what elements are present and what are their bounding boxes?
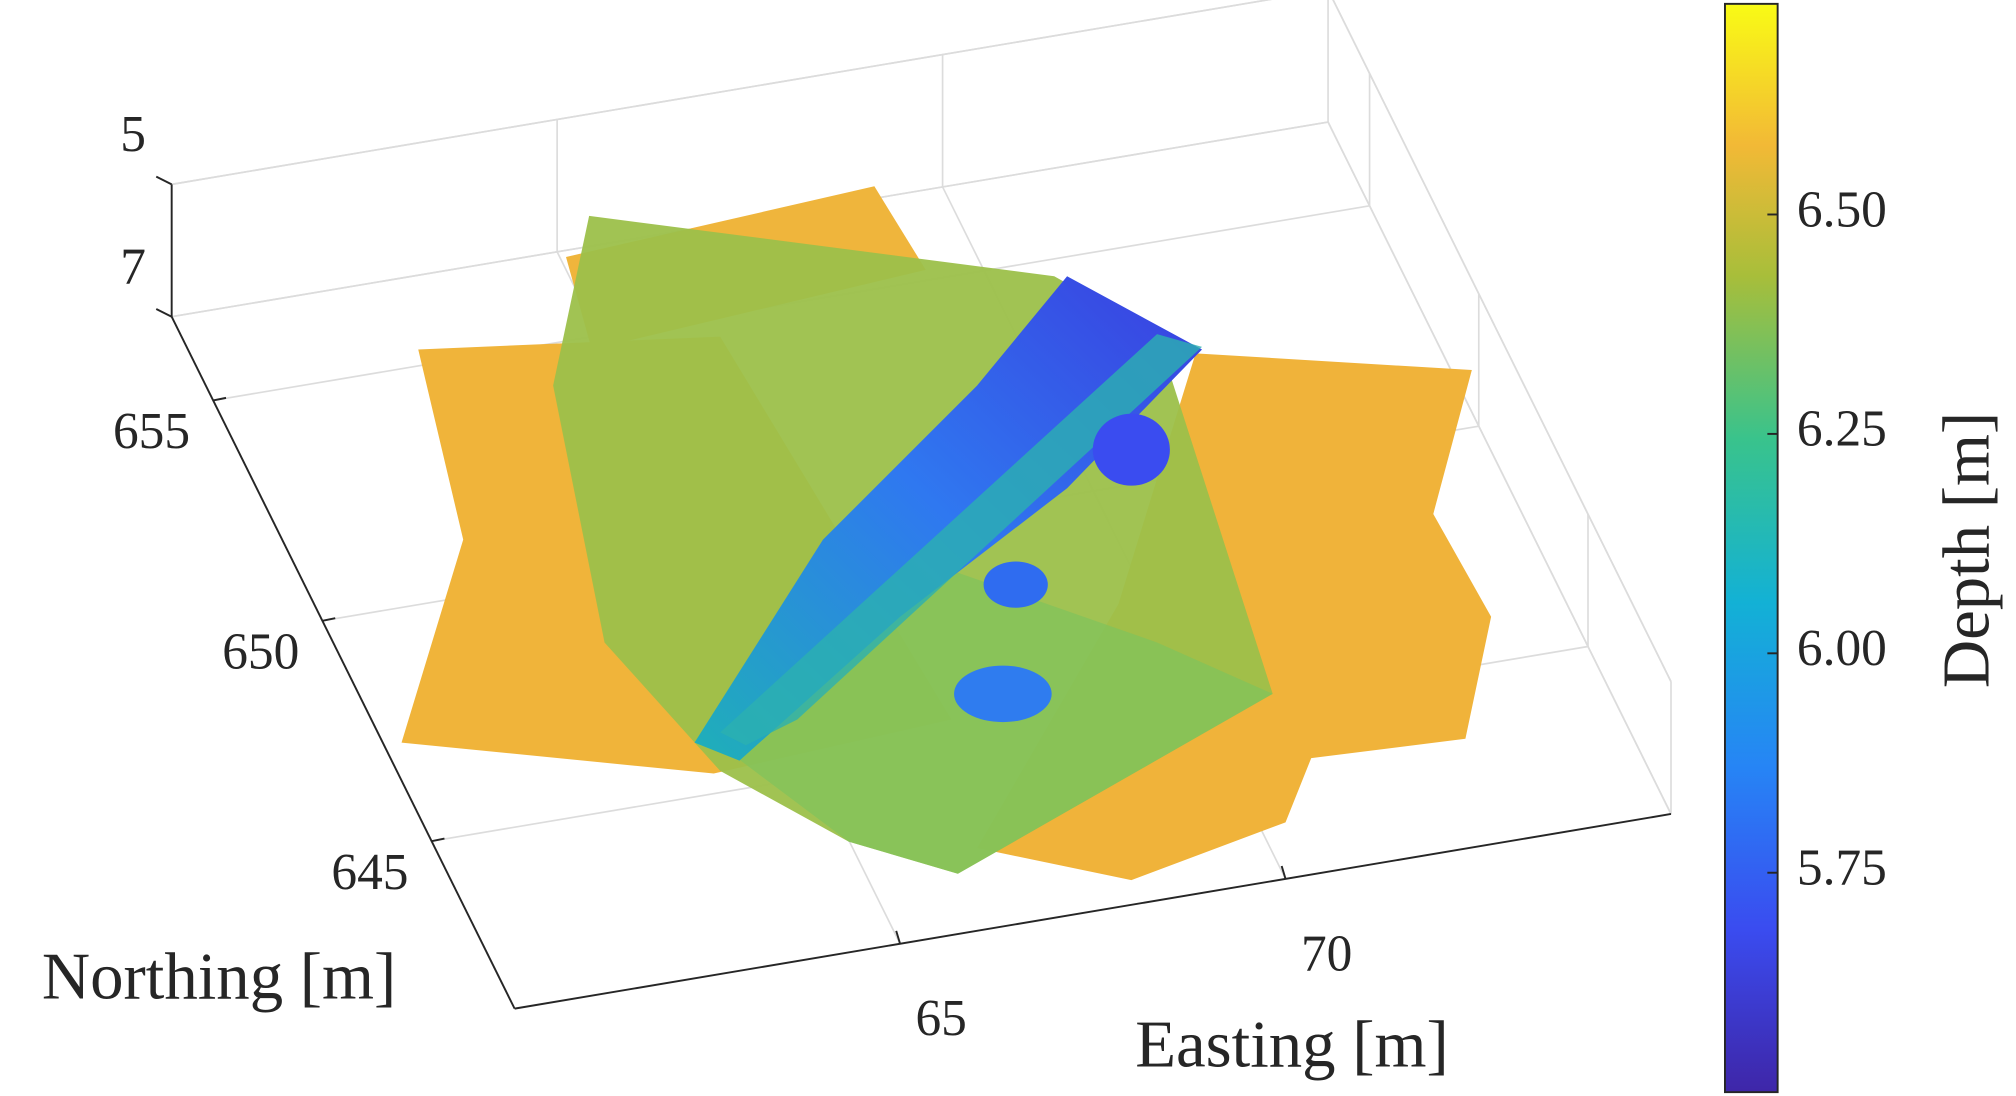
y-tick-label: 650 <box>222 624 299 681</box>
box-edge <box>171 0 1272 186</box>
grid-line <box>171 0 1272 186</box>
y-tick <box>322 617 336 622</box>
colorbar-tick-label: 6.00 <box>1797 620 1887 677</box>
z-tick-label: 7 <box>120 239 146 296</box>
blue-blob <box>954 665 1052 723</box>
x-axis-label: Easting [m] <box>1135 1007 1449 1081</box>
y-tick-label: 645 <box>331 844 408 901</box>
blue-band <box>694 276 1203 761</box>
x-tick <box>895 930 901 945</box>
x-axis-line <box>514 813 1672 1010</box>
z-tick <box>155 175 173 186</box>
colorbar-tick-label: 5.75 <box>1797 840 1887 897</box>
axes: 65 70 645 650 655 5 7 <box>113 106 1672 1047</box>
grid-line <box>1332 0 1672 682</box>
blue-band <box>720 334 1203 746</box>
x-tick <box>1280 865 1287 880</box>
colorbar-tick-label: 6.50 <box>1797 181 1887 238</box>
y-tick <box>212 396 227 402</box>
y-axis-line <box>170 316 516 1010</box>
y-tick-label: 655 <box>113 403 190 460</box>
colorbar-tick-label: 6.25 <box>1797 401 1887 458</box>
x-tick-label: 65 <box>915 990 966 1047</box>
point-cloud <box>401 186 1492 881</box>
z-tick <box>155 308 173 318</box>
grid-line <box>1327 121 1672 815</box>
x-tick-label: 70 <box>1301 925 1352 982</box>
z-tick-label: 5 <box>120 106 146 163</box>
colorbar <box>1723 2 1779 1094</box>
blue-blob <box>983 561 1048 608</box>
colorbar-label: Depth [m] <box>1929 412 2003 688</box>
y-tick <box>431 837 445 843</box>
y-axis-label: Northing [m] <box>42 939 396 1013</box>
blue-blob <box>1092 413 1170 486</box>
